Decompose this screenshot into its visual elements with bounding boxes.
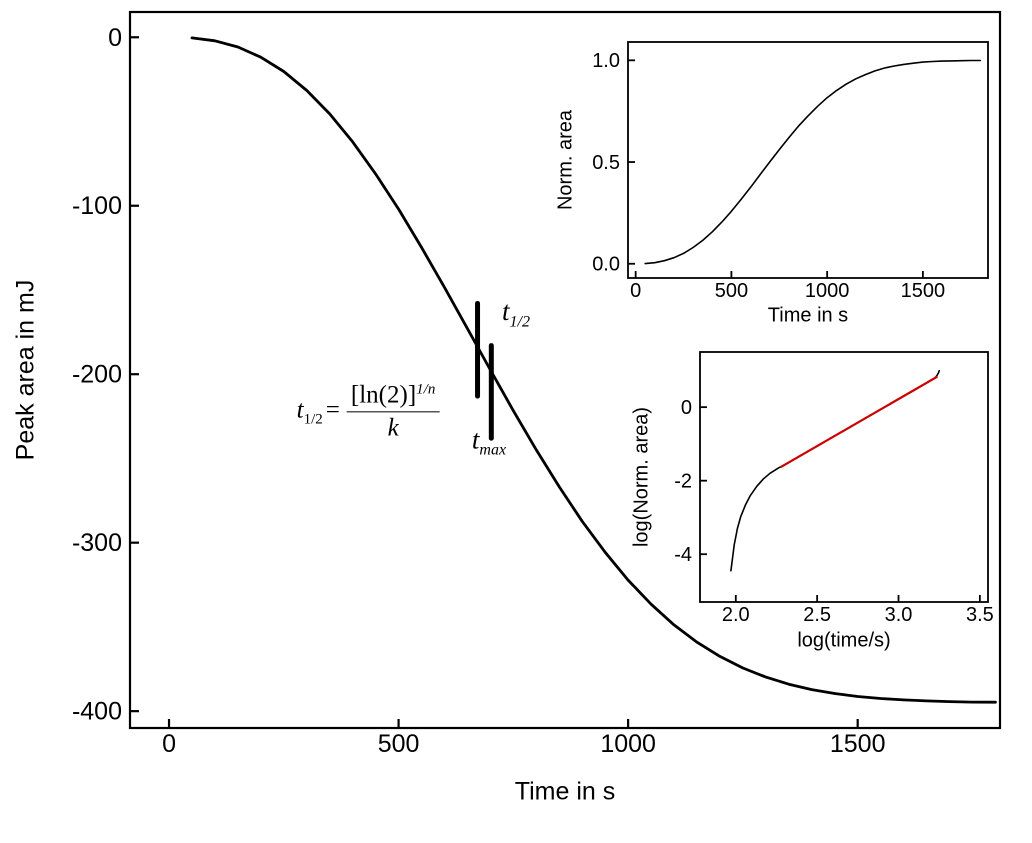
norm-area-inset-x-tick-label: 500 <box>715 280 748 302</box>
t-half-label: t1/2 <box>502 296 530 331</box>
t-max-label: tmax <box>472 424 506 459</box>
main-frame <box>128 10 1002 730</box>
norm-area-inset-x-tick-label: 1000 <box>805 280 850 302</box>
avrami-inset-x-axis-title: log(time/s) <box>797 629 891 652</box>
main-x-tick-label: 500 <box>378 730 420 758</box>
avrami-inset-x-tick-label: 3.5 <box>966 604 994 626</box>
half-life-formula: t1/2 = [ln(2)]1/n k <box>297 381 440 442</box>
formula-denominator: k <box>387 414 399 442</box>
norm-area-inset-series-norm-area <box>644 59 982 265</box>
avrami-inset-y-tick-label: -4 <box>674 544 692 566</box>
norm-area-inset-frame <box>627 41 989 279</box>
main-y-tick-label: -400 <box>72 698 122 726</box>
t-max-base: t <box>471 424 480 455</box>
norm-area-inset-y-tick-label: 1.0 <box>592 50 620 72</box>
avrami-inset-y-tick-label: 0 <box>681 397 692 419</box>
avrami-inset-x-tick-label: 2.0 <box>722 604 750 626</box>
main-y-tick-label: -300 <box>72 529 122 557</box>
t-half-subscript: 1/2 <box>509 313 530 331</box>
avrami-inset-y-axis-title: log(Norm. area) <box>630 406 653 548</box>
main-x-tick-label: 1000 <box>600 730 656 758</box>
formula-lhs: t <box>296 396 304 424</box>
norm-inset-y-axis-title: Norm. area <box>554 109 577 211</box>
main-x-tick-label: 1500 <box>830 730 886 758</box>
formula-numerator-base: [ln(2)] <box>350 381 417 409</box>
main-y-axis-title: Peak area in mJ <box>11 279 40 461</box>
main-series-peak-area <box>190 36 997 704</box>
formula-numerator: [ln(2)]1/n <box>346 381 440 413</box>
avrami-inset-x-tick-label: 2.5 <box>803 604 831 626</box>
main-x-tick-label: 0 <box>162 730 176 758</box>
norm-inset-x-axis-title: Time in s <box>767 304 849 327</box>
main-y-tick-label: -100 <box>72 192 122 220</box>
norm-area-inset-x-tick-label: 1500 <box>901 280 946 302</box>
t-max-subscript: max <box>479 441 507 459</box>
avrami-inset-series-data <box>730 369 941 572</box>
avrami-inset-x-tick-label: 3.0 <box>885 604 913 626</box>
norm-area-inset-y-tick-label: 0.5 <box>592 152 620 174</box>
avrami-inset-y-tick-label: -2 <box>674 470 692 492</box>
avrami-inset-frame <box>699 351 989 603</box>
norm-area-inset-y-tick-label: 0.0 <box>592 254 620 276</box>
avrami-inset-series-linear-fit <box>780 375 938 468</box>
t-half-base: t <box>502 296 510 326</box>
main-y-tick-label: 0 <box>108 24 122 52</box>
formula-equals: = <box>325 396 340 424</box>
formula-lhs-subscript: 1/2 <box>303 411 323 428</box>
formula-fraction: [ln(2)]1/n k <box>346 381 440 442</box>
norm-area-inset-x-tick-label: 0 <box>630 280 641 302</box>
formula-exponent: 1/n <box>416 381 436 398</box>
main-x-axis-title: Time in s <box>514 777 616 806</box>
main-y-tick-label: -200 <box>72 361 122 389</box>
